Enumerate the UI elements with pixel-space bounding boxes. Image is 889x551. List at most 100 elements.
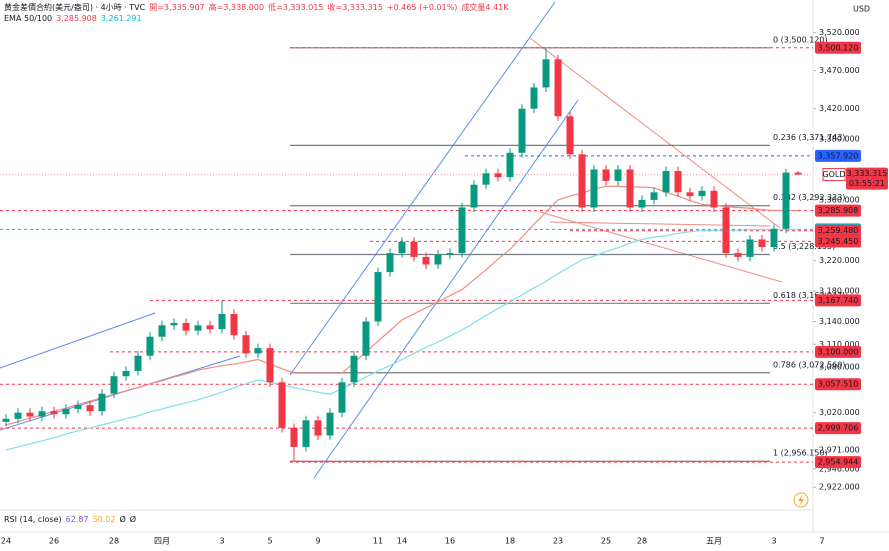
candle-body <box>722 207 730 254</box>
ema-line <box>5 185 799 426</box>
candle-body <box>410 241 418 257</box>
y-tick-label: 2,922.000 <box>819 483 860 492</box>
indicator-item: 3,285.908 <box>56 14 97 23</box>
candle-body <box>506 152 514 178</box>
candle-body <box>158 325 166 337</box>
candle-body <box>302 420 310 447</box>
price-badge-label: 3,357.920 <box>818 151 859 160</box>
x-tick-label: 3 <box>771 537 776 546</box>
candle-body <box>206 325 214 330</box>
x-tick-label: 18 <box>505 537 515 546</box>
candle-body <box>602 169 610 181</box>
x-tick-label: 16 <box>445 537 455 546</box>
candle-body <box>242 335 250 354</box>
price-badge <box>815 456 861 469</box>
fib-label: 0.236 (3,371.743) <box>773 133 845 142</box>
header-item: 黄金差價合約(美元/盎司) · 4小時 · TVC <box>4 3 146 12</box>
candle-body <box>482 173 490 185</box>
x-tick-label: 26 <box>49 537 59 546</box>
drawings <box>0 1 783 479</box>
candle-body <box>86 405 94 412</box>
alert-icon[interactable] <box>793 492 809 508</box>
indicator-item: EMA 50/100 <box>4 14 53 23</box>
channel-line <box>313 99 579 479</box>
candle-body <box>746 239 754 257</box>
header-item: 成交量4.41K <box>461 3 509 12</box>
rsi-header: RSI (14, close) 62.87 50.02 Ø Ø <box>4 515 140 524</box>
fib-label: 0 (3,500.120) <box>773 35 828 44</box>
fib-levels: 0 (3,500.120) 0.236 (3,371.743) 0.382 (3,2… <box>290 35 845 462</box>
price-badge-label: 3,500.120 <box>818 43 859 52</box>
y-tick-label: 3,140.000 <box>819 317 860 326</box>
candle-body <box>338 382 346 413</box>
y-tick-label: 2,971.000 <box>819 445 860 454</box>
candle-body <box>134 355 142 371</box>
y-tick-label: 3,470.000 <box>819 66 860 75</box>
y-tick-label: 3,300.000 <box>819 195 860 204</box>
price-badge-label: 3,100.000 <box>818 347 859 356</box>
fib-label: 1 (2,956.150) <box>773 449 828 458</box>
candle-body <box>782 172 790 229</box>
candle-body <box>458 207 466 254</box>
candle-body <box>638 199 646 208</box>
candle-body <box>686 192 694 197</box>
candle-body <box>650 192 658 200</box>
header-item: 收=3,333.315 <box>327 3 383 12</box>
candle-body <box>254 348 262 354</box>
x-tick-label: 7 <box>819 537 824 546</box>
rsi-item: Ø <box>129 515 137 524</box>
candle-body <box>734 253 742 257</box>
candle-body <box>74 405 82 409</box>
x-tick-label: 9 <box>315 537 320 546</box>
price-badge <box>815 294 861 307</box>
candle-body <box>146 336 154 356</box>
x-tick-label: 5 <box>267 537 272 546</box>
candle-body <box>518 108 526 153</box>
trend-line <box>539 211 783 283</box>
candle-body <box>98 393 106 412</box>
header-item: 低=3,333.015 <box>268 3 324 12</box>
price-badge <box>815 345 861 358</box>
fib-label: 0.618 (3,163.947) <box>773 291 845 300</box>
current-badge <box>846 167 888 190</box>
y-tick-label: 2,946.000 <box>819 464 860 473</box>
price-badge <box>815 422 861 435</box>
price-badge-label: 3,167.740 <box>818 296 859 305</box>
price-badge <box>815 41 861 54</box>
candle-body <box>266 348 274 383</box>
candle-body <box>218 313 226 330</box>
x-tick-label: 28 <box>637 537 647 546</box>
price-badge <box>815 224 861 237</box>
symbol-label: GOLD <box>822 170 845 179</box>
y-tick-label: 3,520.000 <box>819 28 860 37</box>
candle-body <box>374 272 382 322</box>
countdown-label: 03:55:21 <box>849 179 885 188</box>
x-tick-label: 四月 <box>154 537 170 546</box>
price-badge-label: 3,285.908 <box>818 206 859 215</box>
candle-body <box>566 116 574 155</box>
alert-icon-bolt <box>798 495 804 505</box>
candle-body <box>326 412 334 436</box>
candle-body <box>62 408 70 415</box>
price-badge-label: 2,954.944 <box>818 458 859 467</box>
header-item: 開=3,335.907 <box>149 3 205 12</box>
price-badge-label: 3,259.480 <box>818 226 859 235</box>
candle-body <box>758 239 766 248</box>
candle-body <box>386 253 394 273</box>
fib-label: 0.382 (3,292.323) <box>773 193 845 202</box>
candle-body <box>350 355 358 383</box>
rsi-item: 62.87 <box>65 515 89 524</box>
x-tick-label: 14 <box>397 537 407 546</box>
y-tick-label: 3,110.000 <box>819 340 860 349</box>
rsi-item: 50.02 <box>92 515 116 524</box>
x-tick-label: 五月 <box>706 537 722 546</box>
candle-body <box>542 59 550 88</box>
y-tick-label: 3,020.000 <box>819 408 860 417</box>
rsi-item: RSI (14, close) <box>4 515 62 524</box>
price-badge-label: 2,999.706 <box>818 424 859 433</box>
current-price-label: 3,333.315 <box>847 169 888 178</box>
trend-line <box>549 221 771 227</box>
rsi-item: Ø <box>119 515 126 524</box>
trend-line <box>529 37 781 229</box>
